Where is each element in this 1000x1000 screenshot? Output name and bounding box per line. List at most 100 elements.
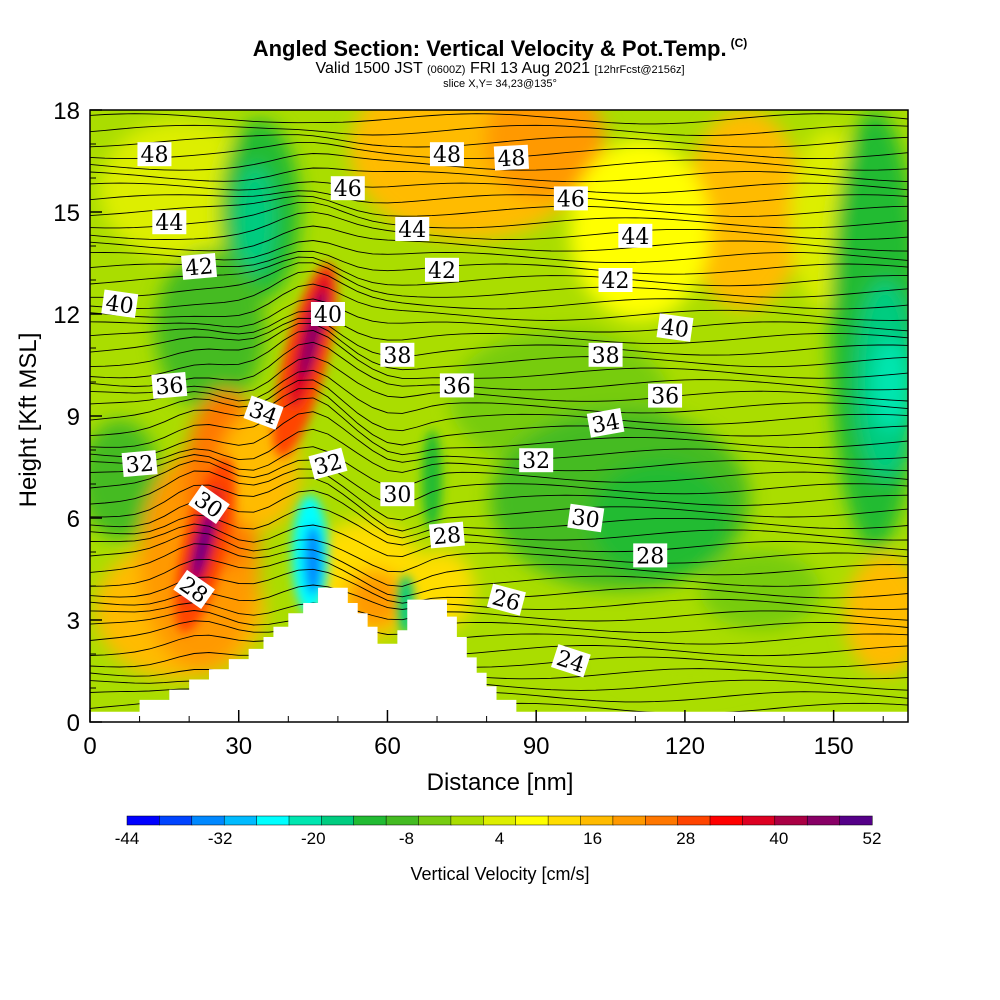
contour-label: 38 xyxy=(380,342,415,369)
contour-label: 44 xyxy=(395,217,430,243)
isentrope-line xyxy=(90,506,908,546)
isentrope-line xyxy=(90,330,908,379)
colorbar-tick-label: 16 xyxy=(583,829,602,848)
colorbar-tick-label: -20 xyxy=(301,829,326,848)
isentrope-line xyxy=(90,459,908,505)
colorbar-tick-label: 4 xyxy=(495,829,504,848)
contour-label-text: 36 xyxy=(651,385,679,410)
contour-label: 34 xyxy=(586,408,625,439)
contour-label: 48 xyxy=(493,144,529,172)
isentrope-line xyxy=(90,134,908,148)
contour-label: 42 xyxy=(424,257,459,284)
colorbar-swatch xyxy=(677,815,711,826)
isentrope-line xyxy=(90,648,908,669)
contour-label-text: 34 xyxy=(590,410,622,439)
colorbar-swatch xyxy=(418,815,452,826)
colorbar-swatch xyxy=(709,815,743,826)
contour-label: 42 xyxy=(598,268,633,294)
contour-label: 46 xyxy=(553,186,588,212)
y-tick-label: 18 xyxy=(53,98,80,125)
forecast-info: [12hrFcst@2156z] xyxy=(594,64,685,76)
contour-label-text: 48 xyxy=(140,143,168,168)
contour-label: 28 xyxy=(633,543,668,569)
contour-label: 40 xyxy=(656,313,694,344)
terrain-profile xyxy=(90,587,908,722)
chart-subtitle: Valid 1500 JST (0600Z) FRI 13 Aug 2021 [… xyxy=(0,60,1000,78)
isentrope-line xyxy=(90,531,908,573)
isentrope-line xyxy=(90,317,908,358)
contour-label: 36 xyxy=(648,383,683,410)
contour-label-text: 48 xyxy=(433,143,461,168)
colorbar-tick-label: -8 xyxy=(399,829,414,848)
isentrope-line xyxy=(90,543,908,587)
colorbar-swatch xyxy=(159,815,193,826)
isentrope-line xyxy=(90,270,908,310)
contour-label: 32 xyxy=(121,450,158,479)
colorbar-swatch xyxy=(288,815,322,826)
isentrope-line xyxy=(90,181,908,194)
contour-label: 38 xyxy=(588,342,623,369)
contour-label: 36 xyxy=(439,373,474,399)
contour-label-text: 42 xyxy=(428,259,456,284)
y-tick-label: 0 xyxy=(67,710,80,737)
isentrope-line xyxy=(90,283,908,321)
colorbar-swatch xyxy=(774,815,808,826)
colorbar-swatch xyxy=(839,815,873,826)
isentrope-line xyxy=(90,379,908,432)
valid-date: FRI 13 Aug 2021 xyxy=(469,60,591,77)
vertical-velocity-field xyxy=(90,110,908,722)
contour-label-text: 40 xyxy=(314,303,342,328)
isentrope-line xyxy=(90,256,908,287)
colorbar-swatch xyxy=(385,815,420,826)
x-tick-label: 90 xyxy=(523,733,550,760)
y-axis-label: Height [Kft MSL] xyxy=(15,333,42,508)
isentrope-line xyxy=(90,369,908,414)
contour-label-text: 38 xyxy=(383,344,411,369)
isentrope-line xyxy=(90,341,908,391)
contour-label: 36 xyxy=(151,371,188,401)
y-tick-label: 9 xyxy=(67,404,80,431)
isentrope-line xyxy=(90,610,908,635)
colorbar-tick-label: 52 xyxy=(863,829,882,848)
colorbar-tick-label: 28 xyxy=(676,829,695,848)
x-tick-label: 60 xyxy=(374,733,401,760)
isentrope-line xyxy=(90,167,908,183)
isentrope-line xyxy=(90,411,908,463)
contour-label-text: 28 xyxy=(432,523,462,550)
y-tick-label: 15 xyxy=(53,200,80,227)
contour-label-text: 40 xyxy=(659,315,690,344)
contour-label: 30 xyxy=(567,503,605,534)
y-tick-label: 12 xyxy=(53,302,80,329)
colorbar-label: Vertical Velocity [cm/s] xyxy=(410,864,589,884)
chart-title-text: Angled Section: Vertical Velocity & Pot.… xyxy=(252,36,727,61)
contour-label-text: 46 xyxy=(334,177,362,202)
isentrope-line xyxy=(90,477,908,532)
isentrope-line xyxy=(90,428,908,473)
isentrope-line xyxy=(90,250,908,275)
isentrope-line xyxy=(90,634,908,662)
isentrope-line xyxy=(90,195,908,217)
contour-label: 46 xyxy=(330,176,365,202)
colorbar-swatch xyxy=(126,815,160,826)
valid-time: Valid 1500 JST xyxy=(315,60,423,77)
y-tick-label: 3 xyxy=(67,608,80,635)
x-axis: 0 30 60 90 120 150 xyxy=(83,710,884,760)
contour-label-text: 44 xyxy=(398,218,426,243)
isentrope-line xyxy=(90,240,908,264)
colorbar-swatch xyxy=(645,815,679,826)
isentrope-line xyxy=(90,262,908,298)
colorbar-swatch xyxy=(742,815,776,826)
colorbar-swatch xyxy=(483,815,517,826)
x-tick-label: 0 xyxy=(83,733,96,760)
isentrope-line xyxy=(90,557,908,598)
contour-label-text: 42 xyxy=(602,269,630,294)
contour-label-text: 36 xyxy=(154,373,184,400)
isentrope-line xyxy=(90,201,908,229)
contour-label-text: 32 xyxy=(522,449,550,474)
chart-title: Angled Section: Vertical Velocity & Pot.… xyxy=(0,36,1000,62)
contour-label-text: 32 xyxy=(125,451,155,478)
isentrope-line xyxy=(90,397,908,456)
colorbar-tick-label: 40 xyxy=(769,829,788,848)
colorbar: -44 -32 -20 -8 4 16 28 40 52 xyxy=(115,815,882,848)
